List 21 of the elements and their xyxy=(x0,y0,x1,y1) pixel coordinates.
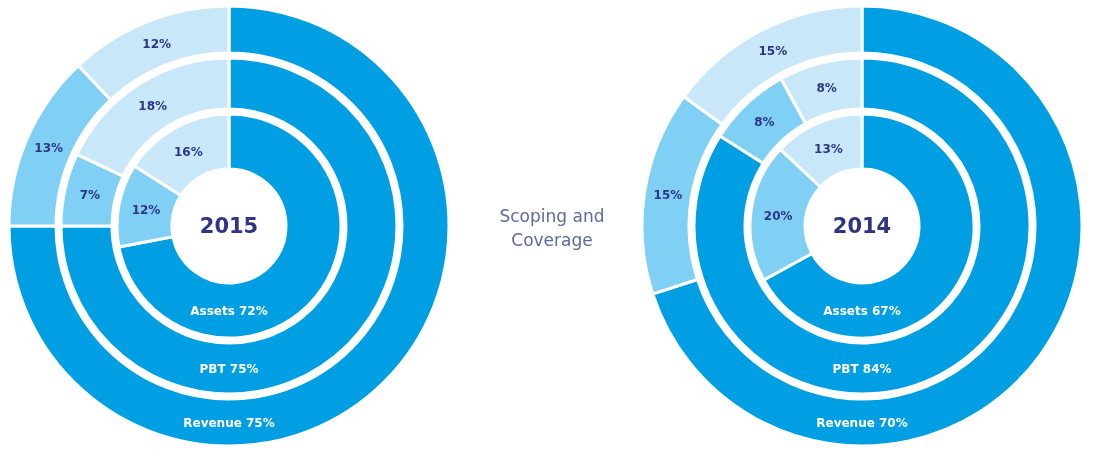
data-label: 12% xyxy=(131,203,161,218)
data-label: 15% xyxy=(653,188,683,203)
data-label: 18% xyxy=(138,98,168,113)
data-label: 15% xyxy=(758,44,788,59)
text: PBT 84% xyxy=(832,361,892,376)
text: 2014 xyxy=(832,214,892,239)
text: Revenue 70% xyxy=(816,415,908,430)
data-label: 13% xyxy=(34,141,64,156)
text: 2015 xyxy=(199,214,259,239)
text: Scoping and Coverage xyxy=(499,206,605,250)
text: Assets 67% xyxy=(823,303,901,318)
data-label: 7% xyxy=(79,188,101,203)
data-label: 8% xyxy=(816,81,837,96)
text: Assets 72% xyxy=(190,303,268,318)
data-label: 13% xyxy=(814,141,843,156)
data-label: 12% xyxy=(142,36,172,51)
text: Revenue 75% xyxy=(183,415,275,430)
data-label: 16% xyxy=(173,145,203,160)
data-label: 20% xyxy=(763,208,793,223)
data-label: 8% xyxy=(754,115,775,130)
text: PBT 75% xyxy=(199,361,259,376)
